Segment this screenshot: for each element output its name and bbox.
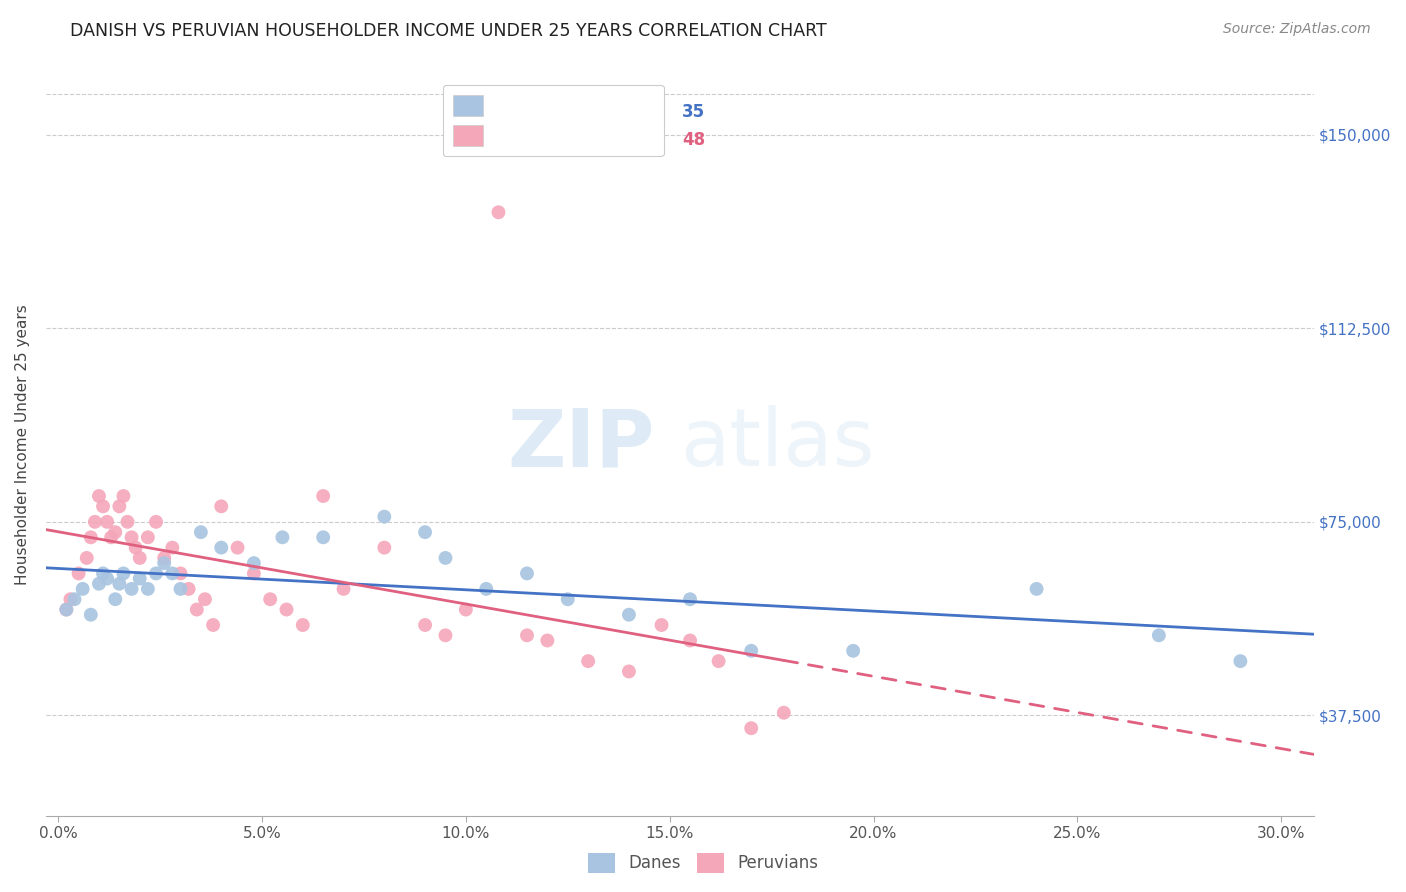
Point xyxy=(108,500,131,514)
Point xyxy=(434,550,457,565)
Point xyxy=(121,530,143,544)
Point xyxy=(136,582,159,596)
Point xyxy=(83,515,105,529)
Point xyxy=(226,541,249,555)
Point xyxy=(112,489,135,503)
Point xyxy=(67,566,90,581)
Point xyxy=(153,556,176,570)
Point xyxy=(1025,582,1047,596)
Text: DANISH VS PERUVIAN HOUSEHOLDER INCOME UNDER 25 YEARS CORRELATION CHART: DANISH VS PERUVIAN HOUSEHOLDER INCOME UN… xyxy=(70,22,827,40)
Point xyxy=(772,706,794,720)
Point xyxy=(740,721,762,735)
Point xyxy=(576,654,599,668)
Point xyxy=(740,644,762,658)
Point xyxy=(373,509,395,524)
Point xyxy=(87,489,110,503)
Text: R =: R = xyxy=(495,103,530,120)
Point xyxy=(76,550,98,565)
Point xyxy=(516,628,538,642)
Text: ZIP: ZIP xyxy=(508,406,655,483)
Point xyxy=(617,607,640,622)
Point xyxy=(117,515,139,529)
Text: Source: ZipAtlas.com: Source: ZipAtlas.com xyxy=(1223,22,1371,37)
Point xyxy=(145,566,167,581)
Point xyxy=(91,566,114,581)
Point xyxy=(128,550,150,565)
Point xyxy=(59,592,82,607)
Legend: Danes, Peruvians: Danes, Peruvians xyxy=(581,847,825,880)
Text: 35: 35 xyxy=(682,103,704,120)
Point xyxy=(557,592,579,607)
Point xyxy=(63,592,86,607)
Point xyxy=(271,530,294,544)
Point xyxy=(145,515,167,529)
Point xyxy=(202,618,225,632)
Point xyxy=(87,576,110,591)
Point xyxy=(96,572,118,586)
Point xyxy=(651,618,673,632)
Point xyxy=(291,618,314,632)
Point xyxy=(536,633,558,648)
Point xyxy=(177,582,200,596)
Point xyxy=(194,592,217,607)
Point xyxy=(413,618,436,632)
Point xyxy=(55,602,77,616)
Point xyxy=(80,607,103,622)
Point xyxy=(112,566,135,581)
Point xyxy=(162,566,184,581)
Point xyxy=(186,602,208,616)
Point xyxy=(80,530,103,544)
Point xyxy=(488,205,510,219)
Point xyxy=(100,530,122,544)
Point xyxy=(121,582,143,596)
Point xyxy=(475,582,498,596)
Point xyxy=(243,556,266,570)
Y-axis label: Householder Income Under 25 years: Householder Income Under 25 years xyxy=(15,304,30,585)
Text: atlas: atlas xyxy=(681,406,875,483)
Point xyxy=(516,566,538,581)
Point xyxy=(679,633,702,648)
Text: 48: 48 xyxy=(682,131,704,149)
Point xyxy=(276,602,298,616)
Point xyxy=(617,665,640,679)
Point xyxy=(153,550,176,565)
Point xyxy=(96,515,118,529)
Legend:                               ,                               : , xyxy=(443,85,664,156)
Point xyxy=(312,530,335,544)
Point xyxy=(707,654,730,668)
Point xyxy=(259,592,281,607)
Point xyxy=(91,500,114,514)
Point xyxy=(332,582,354,596)
Point xyxy=(413,525,436,540)
Point xyxy=(104,592,127,607)
Point xyxy=(434,628,457,642)
Point xyxy=(209,500,232,514)
Point xyxy=(104,525,127,540)
Point xyxy=(1229,654,1251,668)
Point xyxy=(209,541,232,555)
Text: -0.258: -0.258 xyxy=(546,131,605,149)
Point xyxy=(454,602,477,616)
Point xyxy=(169,566,191,581)
Point xyxy=(124,541,146,555)
Point xyxy=(679,592,702,607)
Point xyxy=(243,566,266,581)
Point xyxy=(312,489,335,503)
Point xyxy=(128,572,150,586)
Point xyxy=(1147,628,1170,642)
Text: N =: N = xyxy=(634,103,671,120)
Point xyxy=(108,576,131,591)
Point xyxy=(842,644,865,658)
Point xyxy=(136,530,159,544)
Text: R =: R = xyxy=(495,131,530,149)
Text: N =: N = xyxy=(634,131,671,149)
Point xyxy=(169,582,191,596)
Point xyxy=(162,541,184,555)
Point xyxy=(190,525,212,540)
Point xyxy=(72,582,94,596)
Point xyxy=(55,602,77,616)
Point xyxy=(373,541,395,555)
Text: -0.385: -0.385 xyxy=(546,103,605,120)
